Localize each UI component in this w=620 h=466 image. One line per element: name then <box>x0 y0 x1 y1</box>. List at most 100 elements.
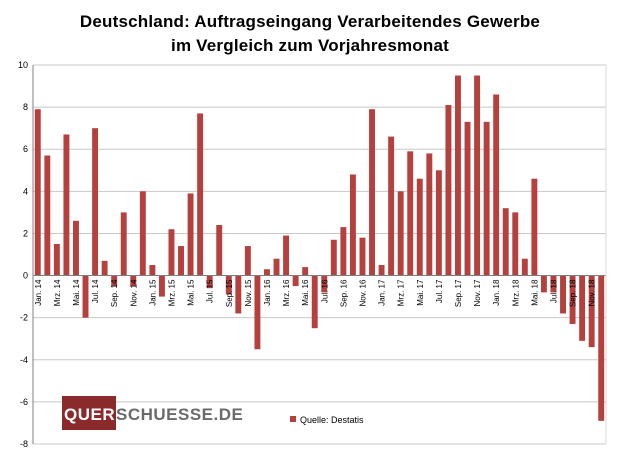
bar-sep-18 <box>569 275 576 324</box>
watermark-box <box>62 396 116 430</box>
x-tick-label: Sep. 18 <box>569 279 578 307</box>
x-tick-label: Mai. 14 <box>72 279 81 306</box>
bar-sep-17 <box>455 75 461 276</box>
bar-aug-16 <box>330 239 337 276</box>
bar-feb-17 <box>388 136 395 276</box>
x-tick-label: Mrz. 18 <box>511 279 520 306</box>
x-tick-label: Mai. 18 <box>530 279 539 306</box>
bar-dez-15 <box>254 275 261 350</box>
bar-nov-18 <box>588 275 595 348</box>
bar-okt-18 <box>579 275 586 341</box>
bar-feb-14 <box>44 155 51 276</box>
gridlines <box>33 64 606 445</box>
bar-jun-18 <box>540 275 547 293</box>
bar-jun-17 <box>426 153 433 276</box>
bar-okt-17 <box>464 121 471 276</box>
bar-mrz-16 <box>283 235 290 276</box>
bar-jun-16 <box>311 275 318 329</box>
bar-aug-15 <box>216 225 223 276</box>
y-tick-label: -6 <box>20 397 28 407</box>
bar-dez-18 <box>598 275 605 421</box>
x-tick-label: Sep. 14 <box>110 279 119 307</box>
bar-mrz-18 <box>512 212 519 276</box>
x-axis-ticks: Jan. 14 Mrz. 14 Mai. 14 Jul. 14 Sep. 14 Nov. … <box>34 279 597 307</box>
bar-jan-17 <box>378 265 385 276</box>
legend-swatch <box>290 416 296 422</box>
bar-jun-15 <box>197 113 204 276</box>
x-tick-label: Mrz. 14 <box>53 279 62 306</box>
y-tick-label: 0 <box>23 271 28 281</box>
bar-feb-16 <box>273 258 280 276</box>
bar-mai-18 <box>531 178 538 276</box>
bar-mrz-14 <box>53 243 60 276</box>
bar-nov-14 <box>130 275 137 287</box>
x-tick-label: Nov. 18 <box>588 279 597 307</box>
x-tick-label: Jul. 16 <box>320 279 329 303</box>
x-tick-label: Jul. 14 <box>91 279 100 303</box>
x-tick-label: Sep. 17 <box>454 279 463 307</box>
bar-nov-15 <box>244 246 251 276</box>
bar-apr-18 <box>521 258 528 276</box>
bar-nov-16 <box>359 237 366 276</box>
bar-okt-14 <box>120 212 127 276</box>
bar-okt-15 <box>235 275 242 314</box>
y-tick-label: 2 <box>23 228 28 238</box>
x-tick-label: Mai. 17 <box>416 279 425 306</box>
bar-sep-14 <box>111 275 118 287</box>
legend: Quelle: Destatis <box>290 415 364 425</box>
bar-apr-16 <box>292 275 299 287</box>
bar-apr-17 <box>407 151 414 276</box>
x-tick-label: Jan. 17 <box>378 279 387 306</box>
y-tick-label: 6 <box>23 144 28 154</box>
bar-mai-17 <box>416 178 423 276</box>
watermark-text-dark: QUER <box>64 405 115 424</box>
bar-mrz-15 <box>168 229 175 276</box>
bar-dez-17 <box>483 121 490 276</box>
chart-title-line-1: Deutschland: Auftragseingang Verarbeiten… <box>79 12 541 31</box>
bar-jan-16 <box>264 269 270 276</box>
bar-aug-17 <box>445 105 452 276</box>
x-tick-label: Nov. 16 <box>358 279 367 307</box>
bar-nov-17 <box>474 75 481 276</box>
bar-mai-16 <box>302 267 309 276</box>
bar-series <box>34 75 605 421</box>
x-tick-label: Mai. 15 <box>187 279 196 306</box>
bar-mai-14 <box>73 220 79 276</box>
watermark-logo: QUER SCHUESSE.DE <box>62 396 243 430</box>
bar-jul-14 <box>92 128 99 276</box>
y-axis-ticks: -8 -6 -4 -2 0 2 4 6 8 10 <box>18 60 28 449</box>
x-tick-label: Jul. 18 <box>549 279 558 303</box>
bar-aug-14 <box>101 260 108 276</box>
bar-aug-18 <box>560 275 566 314</box>
bar-jul-18 <box>550 275 557 293</box>
x-tick-label: Jul. 17 <box>435 279 444 303</box>
y-tick-label: -2 <box>20 313 28 323</box>
watermark-text-light: SCHUESSE.DE <box>116 405 243 424</box>
x-tick-label: Mrz. 15 <box>167 279 176 306</box>
x-tick-label: Jan. 14 <box>34 279 43 306</box>
bar-jul-15 <box>206 275 213 289</box>
x-tick-label: Sep. 15 <box>225 279 234 307</box>
bar-dez-14 <box>139 191 146 276</box>
x-tick-label: Nov. 15 <box>244 279 253 307</box>
x-tick-label: Nov. 17 <box>473 279 482 307</box>
y-tick-label: -4 <box>20 355 28 365</box>
bar-jan-18 <box>493 94 500 276</box>
bar-jul-17 <box>435 170 442 276</box>
bar-apr-15 <box>178 246 184 276</box>
bar-sep-15 <box>225 275 232 295</box>
axes <box>32 65 607 444</box>
bar-okt-16 <box>349 174 356 276</box>
y-tick-label: -8 <box>20 439 28 449</box>
bar-dez-16 <box>369 109 375 276</box>
x-tick-label: Jan. 15 <box>148 279 157 306</box>
bar-feb-15 <box>158 275 165 297</box>
x-tick-label: Jan. 16 <box>263 279 272 306</box>
x-tick-label: Nov. 14 <box>129 279 138 307</box>
x-tick-label: Jul. 15 <box>206 279 215 303</box>
chart-title-line-2: im Vergleich zum Vorjahresmonat <box>171 36 449 55</box>
y-tick-label: 8 <box>23 102 28 112</box>
y-tick-label: 10 <box>18 60 28 70</box>
bar-sep-16 <box>340 227 347 276</box>
